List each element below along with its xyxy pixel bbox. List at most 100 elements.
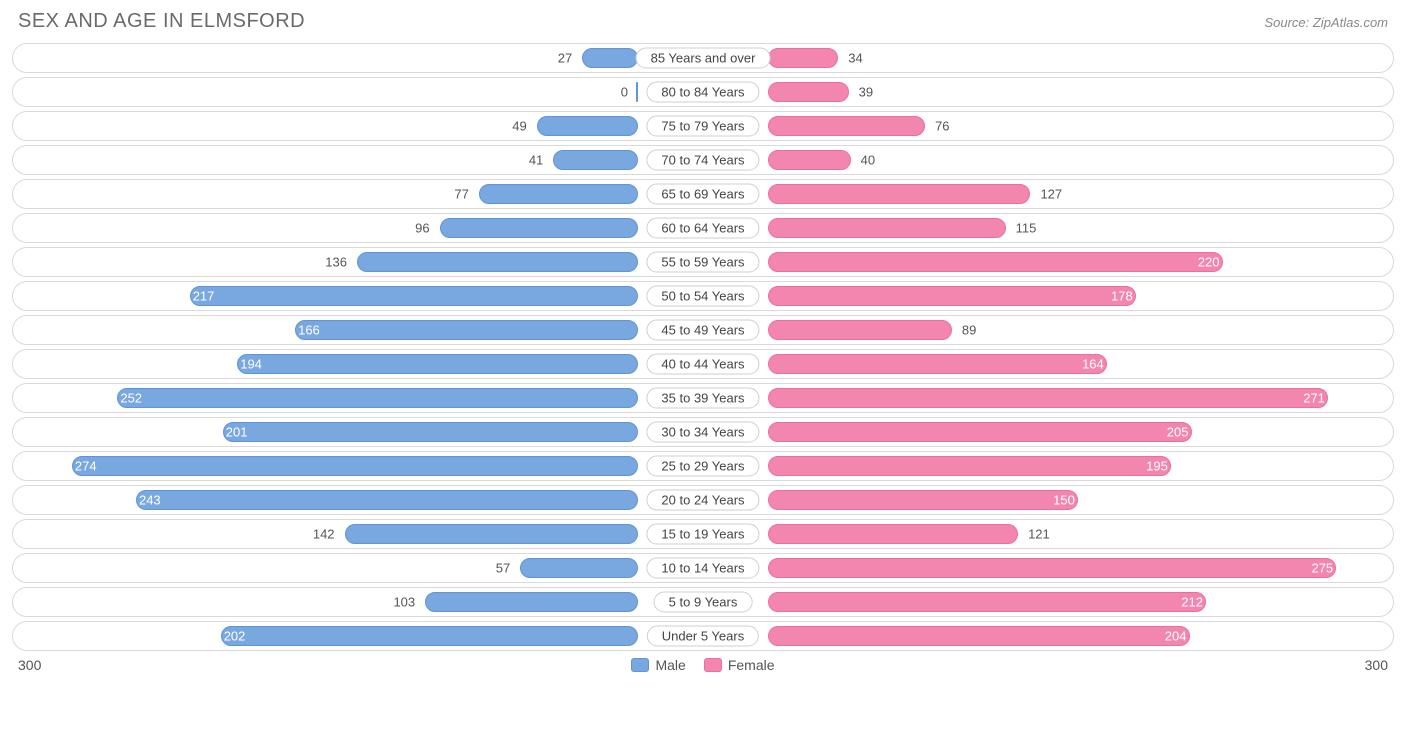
female-bar <box>768 116 925 136</box>
age-row: 20120530 to 34 Years <box>12 417 1394 447</box>
male-bar <box>295 320 638 340</box>
male-value: 49 <box>512 119 526 134</box>
female-bar <box>768 354 1107 374</box>
female-bar <box>768 490 1078 510</box>
age-label: 80 to 84 Years <box>646 82 759 103</box>
age-row: 21717850 to 54 Years <box>12 281 1394 311</box>
male-bar <box>221 626 638 646</box>
female-bar <box>768 252 1223 272</box>
age-row: 19416440 to 44 Years <box>12 349 1394 379</box>
age-row: 252 271 35 to 39 Years <box>12 383 1394 413</box>
female-value: 127 <box>1040 187 1062 202</box>
male-bar <box>479 184 638 204</box>
male-value: 57 <box>496 561 510 576</box>
age-row: 57 275 10 to 14 Years <box>12 553 1394 583</box>
age-row: 9611560 to 64 Years <box>12 213 1394 243</box>
age-label: 75 to 79 Years <box>646 116 759 137</box>
male-bar <box>553 150 638 170</box>
female-bar <box>768 422 1192 442</box>
age-label: 60 to 64 Years <box>646 218 759 239</box>
age-row: 202204Under 5 Years <box>12 621 1394 651</box>
age-label: 15 to 19 Years <box>646 524 759 545</box>
female-bar <box>768 82 849 102</box>
legend-item-female: Female <box>704 657 775 673</box>
legend-swatch-female <box>704 658 722 672</box>
male-value: 77 <box>454 187 468 202</box>
female-bar <box>768 320 952 340</box>
male-value: 217 <box>193 289 215 304</box>
legend-label-male: Male <box>655 657 685 673</box>
male-bar <box>136 490 638 510</box>
male-bar <box>425 592 638 612</box>
chart-title: SEX AND AGE IN ELMSFORD <box>18 10 305 33</box>
female-bar <box>768 626 1190 646</box>
age-label: 40 to 44 Years <box>646 354 759 375</box>
male-bar <box>345 524 638 544</box>
age-label: Under 5 Years <box>647 626 759 647</box>
male-value: 274 <box>75 459 97 474</box>
age-row: 27419525 to 29 Years <box>12 451 1394 481</box>
female-value: 89 <box>962 323 976 338</box>
age-label: 20 to 24 Years <box>646 490 759 511</box>
age-row: 0 39 80 to 84 Years <box>12 77 1394 107</box>
age-row: 7712765 to 69 Years <box>12 179 1394 209</box>
female-value: 164 <box>1082 357 1104 372</box>
chart-legend: Male Female <box>631 657 774 673</box>
male-bar <box>223 422 638 442</box>
male-bar <box>190 286 638 306</box>
female-value: 178 <box>1111 289 1133 304</box>
age-label: 5 to 9 Years <box>654 592 753 613</box>
female-bar <box>768 286 1136 306</box>
axis-max-right: 300 <box>1365 657 1388 673</box>
male-bar <box>440 218 638 238</box>
male-value: 166 <box>298 323 320 338</box>
age-row: 243 150 20 to 24 Years <box>12 485 1394 515</box>
female-bar <box>768 558 1336 578</box>
female-value: 76 <box>935 119 949 134</box>
axis-max-left: 300 <box>18 657 41 673</box>
age-row: 273485 Years and over <box>12 43 1394 73</box>
female-value: 40 <box>861 153 875 168</box>
female-value: 39 <box>859 85 873 100</box>
chart-footer: 300 Male Female 300 <box>12 657 1394 673</box>
male-bar <box>537 116 638 136</box>
legend-label-female: Female <box>728 657 775 673</box>
female-bar <box>768 524 1018 544</box>
female-value: 205 <box>1167 425 1189 440</box>
female-value: 275 <box>1311 561 1333 576</box>
age-label: 25 to 29 Years <box>646 456 759 477</box>
male-value: 201 <box>226 425 248 440</box>
male-value: 142 <box>313 527 335 542</box>
chart-header: SEX AND AGE IN ELMSFORD Source: ZipAtlas… <box>12 10 1394 33</box>
male-bar <box>520 558 638 578</box>
male-bar <box>117 388 638 408</box>
male-bar <box>582 48 638 68</box>
population-pyramid-chart: SEX AND AGE IN ELMSFORD Source: ZipAtlas… <box>0 0 1406 681</box>
male-value: 103 <box>393 595 415 610</box>
female-value: 220 <box>1198 255 1220 270</box>
female-value: 150 <box>1053 493 1075 508</box>
age-row: 13622055 to 59 Years <box>12 247 1394 277</box>
female-bar <box>768 218 1006 238</box>
age-row: 14212115 to 19 Years <box>12 519 1394 549</box>
female-bar <box>768 184 1030 204</box>
female-value: 212 <box>1181 595 1203 610</box>
age-label: 70 to 74 Years <box>646 150 759 171</box>
male-value: 252 <box>120 391 142 406</box>
age-label: 10 to 14 Years <box>646 558 759 579</box>
male-bar <box>237 354 638 374</box>
female-value: 34 <box>848 51 862 66</box>
age-row: 166 89 45 to 49 Years <box>12 315 1394 345</box>
female-value: 271 <box>1303 391 1325 406</box>
age-label: 55 to 59 Years <box>646 252 759 273</box>
age-label: 45 to 49 Years <box>646 320 759 341</box>
chart-rows: 273485 Years and over03980 to 84 Years49… <box>12 43 1394 651</box>
male-value: 27 <box>558 51 572 66</box>
female-bar <box>768 456 1171 476</box>
male-bar <box>636 82 638 102</box>
female-bar <box>768 388 1328 408</box>
female-value: 204 <box>1165 629 1187 644</box>
male-value: 0 <box>621 85 628 100</box>
age-label: 35 to 39 Years <box>646 388 759 409</box>
male-value: 243 <box>139 493 161 508</box>
